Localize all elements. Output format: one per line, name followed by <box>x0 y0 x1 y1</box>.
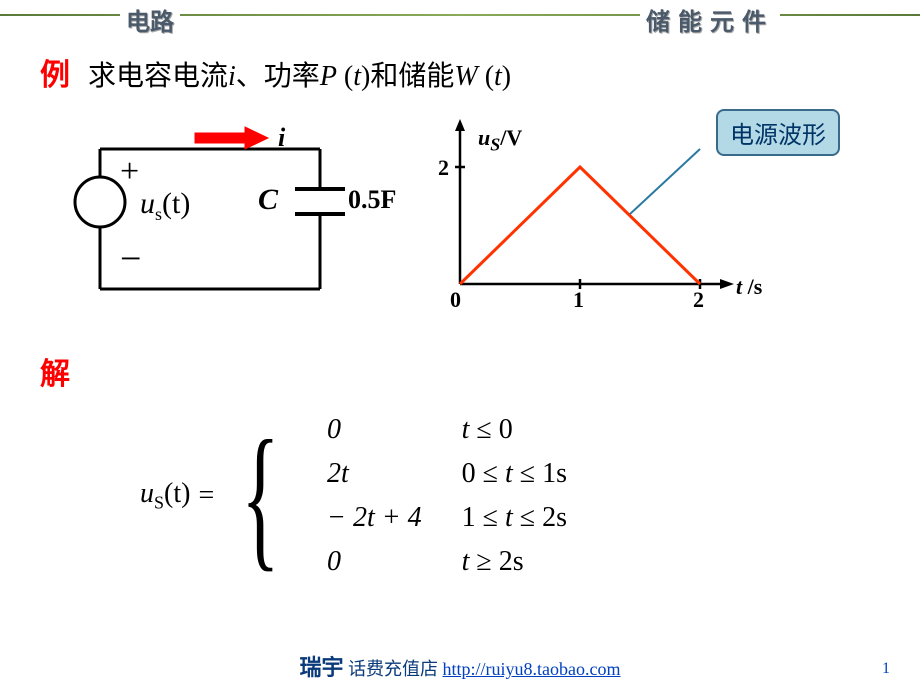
problem-text: 求电容电流i、功率P (t)和储能W (t) <box>88 54 511 94</box>
equation-lhs: uS(t) <box>140 478 190 514</box>
problem-row: 例 求电容电流i、功率P (t)和储能W (t) <box>40 50 880 94</box>
footer-brand: 瑞宇 <box>300 655 344 680</box>
current-label: i <box>278 123 285 153</box>
footer-link[interactable]: http://ruiyu8.taobao.com <box>443 659 621 679</box>
equals-sign: = <box>198 480 214 512</box>
case-row: 0 t ≤ 0 <box>307 408 587 452</box>
waveform-callout: 电源波形 <box>716 109 840 156</box>
case-cond: t ≤ 0 <box>442 408 587 452</box>
cases-table: 0 t ≤ 0 2t 0 ≤ t ≤ 1s − 2t + 4 1 ≤ t ≤ 2… <box>307 408 587 584</box>
example-label: 例 <box>40 50 70 94</box>
capacitor-symbol: C <box>258 183 278 217</box>
case-row: 0 t ≥ 2s <box>307 540 587 584</box>
diagram-row: i + − us(t) C 0.5F 电源波形 <box>40 119 880 319</box>
case-row: − 2t + 4 1 ≤ t ≤ 2s <box>307 496 587 540</box>
footer-text: 话费充值店 <box>344 659 443 679</box>
slide-footer: 瑞宇 话费充值店 http://ruiyu8.taobao.com <box>0 650 920 682</box>
x-tick-1: 1 <box>573 287 584 313</box>
case-cond: 0 ≤ t ≤ 1s <box>442 452 587 496</box>
case-cond: 1 ≤ t ≤ 2s <box>442 496 587 540</box>
x-tick-2: 2 <box>693 287 704 313</box>
circuit-svg <box>40 119 380 319</box>
source-label: us(t) <box>140 187 190 225</box>
case-expr: 0 <box>307 540 442 584</box>
x-axis-label: t /s <box>736 274 762 300</box>
minus-sign: − <box>120 237 141 281</box>
y-tick-2: 2 <box>438 155 449 181</box>
solution-label: 解 <box>40 349 880 393</box>
case-row: 2t 0 ≤ t ≤ 1s <box>307 452 587 496</box>
page-number: 1 <box>882 660 890 678</box>
y-axis-label: uS/V <box>478 125 522 155</box>
brace-icon: { <box>241 416 279 576</box>
case-expr: − 2t + 4 <box>307 496 442 540</box>
case-expr: 0 <box>307 408 442 452</box>
case-expr: 2t <box>307 452 442 496</box>
equation-block: uS(t) = { 0 t ≤ 0 2t 0 ≤ t ≤ 1s − 2t + 4… <box>140 408 880 584</box>
plus-sign: + <box>120 153 139 191</box>
capacitor-value: 0.5F <box>348 185 396 215</box>
slide-content: 例 求电容电流i、功率P (t)和储能W (t) <box>0 30 920 604</box>
case-cond: t ≥ 2s <box>442 540 587 584</box>
x-origin: 0 <box>450 287 461 313</box>
waveform-graph: 电源波形 uS/V <box>420 119 780 319</box>
slide-header: 电路 储能元件 <box>0 0 920 30</box>
circuit-diagram: i + − us(t) C 0.5F <box>40 119 380 319</box>
